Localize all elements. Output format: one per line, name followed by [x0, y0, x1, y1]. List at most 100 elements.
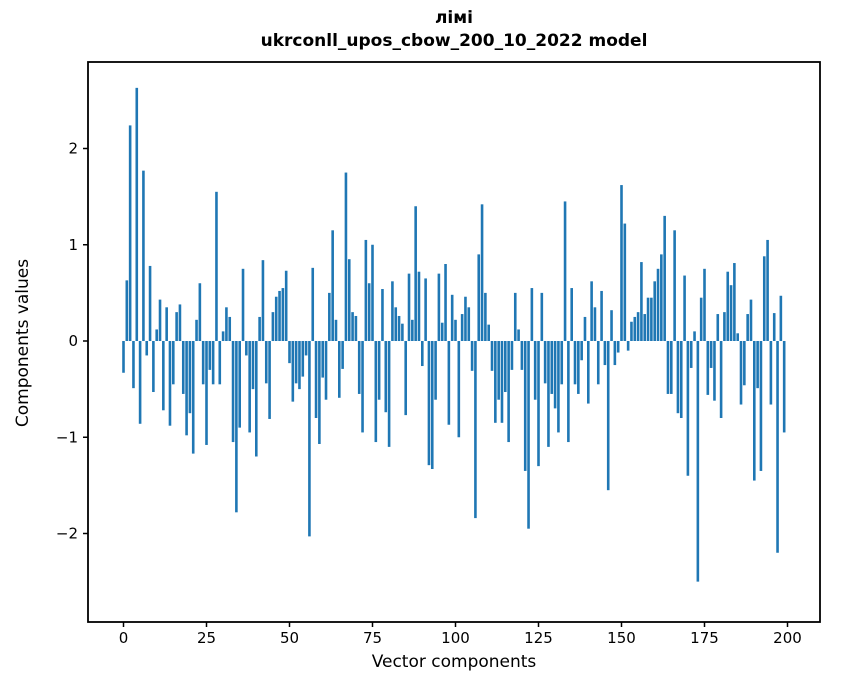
bar-component-128: [547, 341, 550, 447]
bar-component-193: [762, 256, 766, 341]
bar-component-164: [666, 341, 670, 394]
x-tick-label-175: 175: [690, 629, 719, 647]
bar-component-16: [175, 312, 178, 342]
bar-component-127: [543, 341, 547, 384]
bar-component-145: [603, 341, 607, 366]
bar-component-85: [404, 341, 407, 416]
bar-component-80: [387, 341, 391, 447]
bar-component-151: [623, 223, 627, 341]
bar-component-27: [211, 341, 215, 385]
bar-component-7: [145, 341, 149, 356]
y-tick-label-0: 0: [68, 332, 78, 350]
x-tick-label-125: 125: [524, 629, 553, 647]
bar-component-98: [447, 341, 451, 425]
bar-component-168: [679, 341, 683, 418]
bar-component-17: [178, 304, 182, 342]
bar-component-150: [620, 185, 623, 341]
bar-component-165: [670, 341, 673, 394]
bar-component-77: [377, 341, 381, 400]
bar-component-30: [221, 331, 225, 342]
bar-component-32: [228, 316, 232, 341]
bar-component-2: [128, 125, 132, 342]
bar-component-183: [729, 285, 733, 341]
bar-component-159: [650, 297, 653, 341]
bar-component-6: [142, 170, 145, 341]
bar-component-75: [371, 244, 374, 341]
bar-component-69: [351, 312, 354, 342]
bar-component-189: [749, 299, 753, 341]
bar-component-166: [673, 230, 676, 341]
y-tick-label--1: −1: [56, 428, 78, 446]
bar-component-40: [255, 341, 258, 457]
bar-component-184: [733, 263, 736, 341]
y-tick-label-1: 1: [68, 236, 78, 254]
bar-component-33: [231, 341, 235, 443]
bar-component-171: [689, 341, 693, 368]
bar-component-58: [314, 341, 318, 418]
bar-component-161: [656, 268, 660, 341]
bar-component-153: [630, 321, 633, 341]
bar-component-56: [308, 341, 311, 537]
bar-component-51: [291, 341, 295, 402]
bar-component-64: [334, 319, 338, 341]
bar-component-130: [553, 341, 557, 409]
bar-component-175: [703, 268, 706, 341]
bar-component-39: [251, 341, 255, 390]
bar-component-117: [510, 341, 514, 370]
bar-component-163: [663, 215, 666, 342]
bar-component-138: [580, 341, 583, 361]
bar-component-21: [191, 341, 195, 454]
bar-component-104: [467, 307, 471, 341]
bar-component-136: [573, 341, 577, 385]
bar-component-22: [195, 319, 198, 341]
bar-component-99: [450, 294, 454, 341]
bar-component-95: [437, 273, 441, 342]
bar-component-55: [304, 341, 308, 356]
x-tick-label-150: 150: [607, 629, 636, 647]
bar-component-199: [782, 341, 786, 433]
bar-component-141: [590, 281, 593, 341]
bar-component-157: [643, 314, 647, 341]
bar-component-50: [288, 341, 291, 364]
bar-component-52: [294, 341, 298, 384]
bar-component-180: [719, 341, 723, 418]
bar-component-31: [225, 307, 228, 341]
bar-component-5: [138, 341, 142, 424]
bar-component-194: [766, 239, 769, 341]
bar-component-124: [533, 341, 537, 400]
bar-component-113: [497, 341, 500, 400]
bar-component-133: [563, 201, 567, 341]
bar-component-172: [693, 331, 696, 342]
bar-component-144: [600, 290, 603, 341]
bar-component-152: [626, 341, 630, 351]
bar-component-102: [460, 314, 464, 341]
bar-component-83: [397, 315, 401, 342]
bar-component-25: [205, 341, 208, 445]
bar-component-36: [241, 268, 245, 341]
bar-component-116: [507, 341, 510, 443]
bar-component-70: [354, 315, 358, 342]
bar-component-121: [523, 341, 527, 471]
bar-component-60: [321, 341, 324, 378]
bar-component-73: [364, 239, 368, 341]
bar-component-132: [560, 341, 564, 385]
bar-component-8: [148, 265, 152, 342]
bar-component-12: [162, 341, 165, 411]
bar-component-109: [484, 292, 487, 342]
x-axis-label: Vector components: [371, 652, 537, 672]
bar-component-188: [746, 314, 749, 341]
axes-spines: [87, 61, 821, 623]
bar-component-160: [653, 281, 656, 341]
bar-component-176: [706, 341, 710, 395]
bar-component-37: [245, 341, 248, 356]
bar-component-178: [713, 341, 716, 401]
bar-component-90: [421, 341, 424, 367]
bar-component-28: [215, 191, 218, 341]
bar-component-87: [411, 319, 414, 341]
bar-component-140: [587, 341, 590, 404]
bar-component-103: [464, 296, 467, 341]
bar-component-91: [424, 278, 427, 341]
bar-component-112: [494, 341, 497, 423]
bar-component-142: [593, 307, 597, 341]
